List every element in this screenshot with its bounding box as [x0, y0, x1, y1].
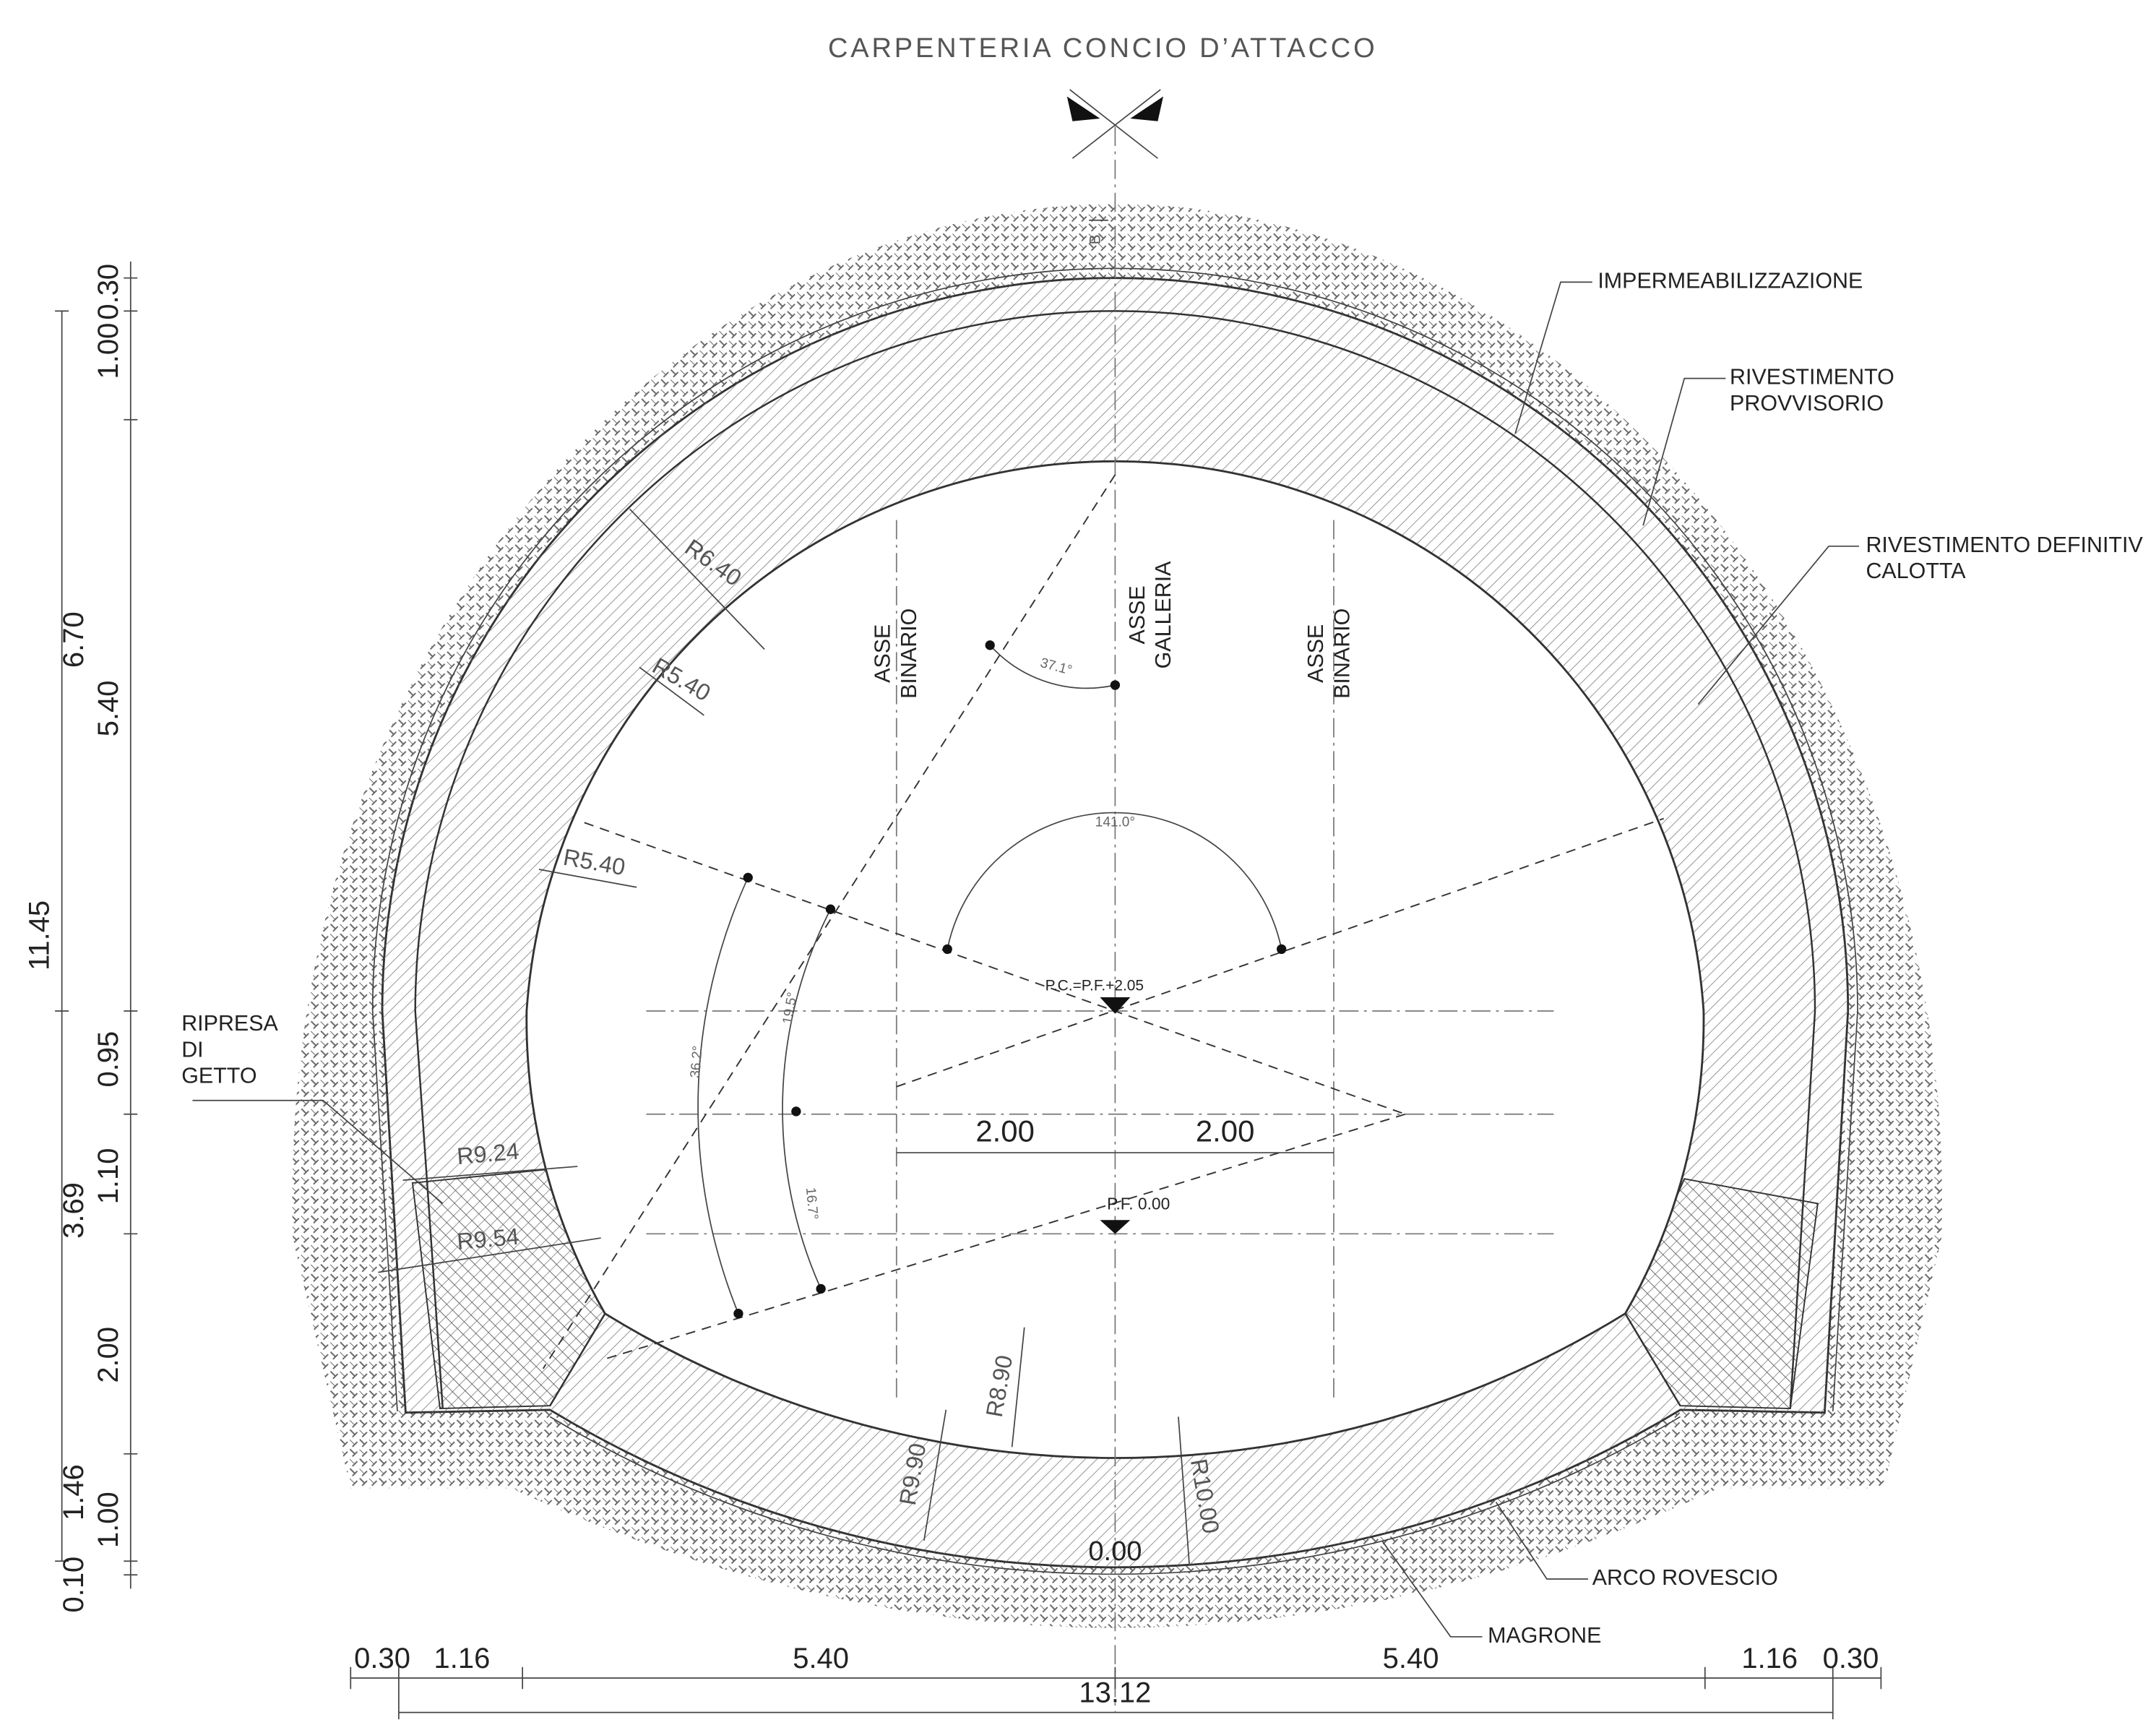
- level-label: P.C.=P.F.+2.05: [1045, 977, 1144, 994]
- callout: MAGRONE: [1488, 1623, 1601, 1648]
- callout: PROVVISORIO: [1730, 391, 1884, 416]
- callout: IMPERMEABILIZZAZIONE: [1597, 268, 1863, 293]
- section-arrow: [1066, 96, 1163, 121]
- title: CARPENTERIA CONCIO D’ATTACCO: [828, 33, 1377, 64]
- vertical-dim: 5.40: [92, 680, 124, 736]
- horizontal-dim: 5.40: [793, 1643, 849, 1674]
- offset-dim: 2.00: [1196, 1114, 1254, 1148]
- vertical-dim: 1.46: [58, 1464, 90, 1520]
- vertical-dim: 11.45: [24, 900, 56, 971]
- callout: RIPRESA: [181, 1011, 278, 1036]
- axis-label: GALLERIA: [1151, 561, 1176, 669]
- construction-line: [896, 817, 1665, 1088]
- joint: [1624, 1313, 1681, 1406]
- section-line: [1069, 89, 1158, 159]
- axis-label: BINARIO: [897, 608, 921, 699]
- vertical-dim: 2.00: [92, 1327, 124, 1383]
- horizontal-dim: 1.16: [1741, 1643, 1798, 1674]
- callout: CALOTTA: [1866, 559, 1966, 583]
- radius-label: R9.24: [456, 1138, 520, 1169]
- angle-arc: [947, 812, 1282, 950]
- horizontal-dim: 0.30: [1823, 1643, 1879, 1674]
- horizontal-dim: 13.12: [1079, 1677, 1151, 1708]
- axis-label: BINARIO: [1329, 608, 1354, 699]
- radius-label: R9.54: [456, 1223, 520, 1255]
- callout: DI: [181, 1037, 203, 1062]
- leaders: [192, 219, 1859, 1638]
- dimension-lines: [55, 261, 1882, 1720]
- construction-line: [542, 474, 1116, 1369]
- section-mark: B: [1087, 234, 1103, 244]
- horizontal-dim: 1.16: [434, 1643, 491, 1674]
- horizontal-dim: 0.30: [354, 1643, 410, 1674]
- angle-arc: [782, 908, 832, 1289]
- joint: [549, 1313, 606, 1406]
- vertical-dim: 3.69: [58, 1182, 90, 1239]
- angle-arc: [989, 645, 1116, 689]
- angle-label: 36.2°: [688, 1045, 706, 1078]
- axis-label: ASSE: [1303, 624, 1328, 683]
- section-line: [1071, 89, 1161, 159]
- callout: ARCO ROVESCIO: [1592, 1565, 1778, 1590]
- callout: GETTO: [181, 1063, 256, 1088]
- points: [733, 640, 1287, 1319]
- callout: RIVESTIMENTO DEFINITIV: [1866, 533, 2143, 557]
- axis-label: ASSE: [871, 624, 895, 683]
- offset-dim: 2.00: [975, 1114, 1034, 1148]
- angle-label: 16.7°: [803, 1187, 821, 1220]
- vertical-dim: 1.00: [92, 1492, 124, 1548]
- level-label: 0.00: [1088, 1536, 1142, 1567]
- vertical-dim: 0.30: [92, 264, 124, 320]
- axis-label: ASSE: [1125, 585, 1150, 644]
- angle-arc: [697, 877, 749, 1315]
- vertical-dim: 0.95: [92, 1031, 124, 1088]
- callout: RIVESTIMENTO: [1730, 365, 1894, 390]
- vertical-dim: 1.10: [92, 1148, 124, 1205]
- angle-label: 141.0°: [1095, 814, 1135, 830]
- vertical-dim: 0.10: [58, 1557, 90, 1613]
- horizontal-dim: 5.40: [1383, 1643, 1439, 1674]
- construction-line: [584, 822, 1406, 1115]
- invert-layer: [549, 1416, 1681, 1575]
- vertical-dim: 6.70: [58, 611, 90, 668]
- vertical-dim: 1.00: [92, 323, 124, 379]
- level-label: P.F. 0.00: [1107, 1194, 1170, 1213]
